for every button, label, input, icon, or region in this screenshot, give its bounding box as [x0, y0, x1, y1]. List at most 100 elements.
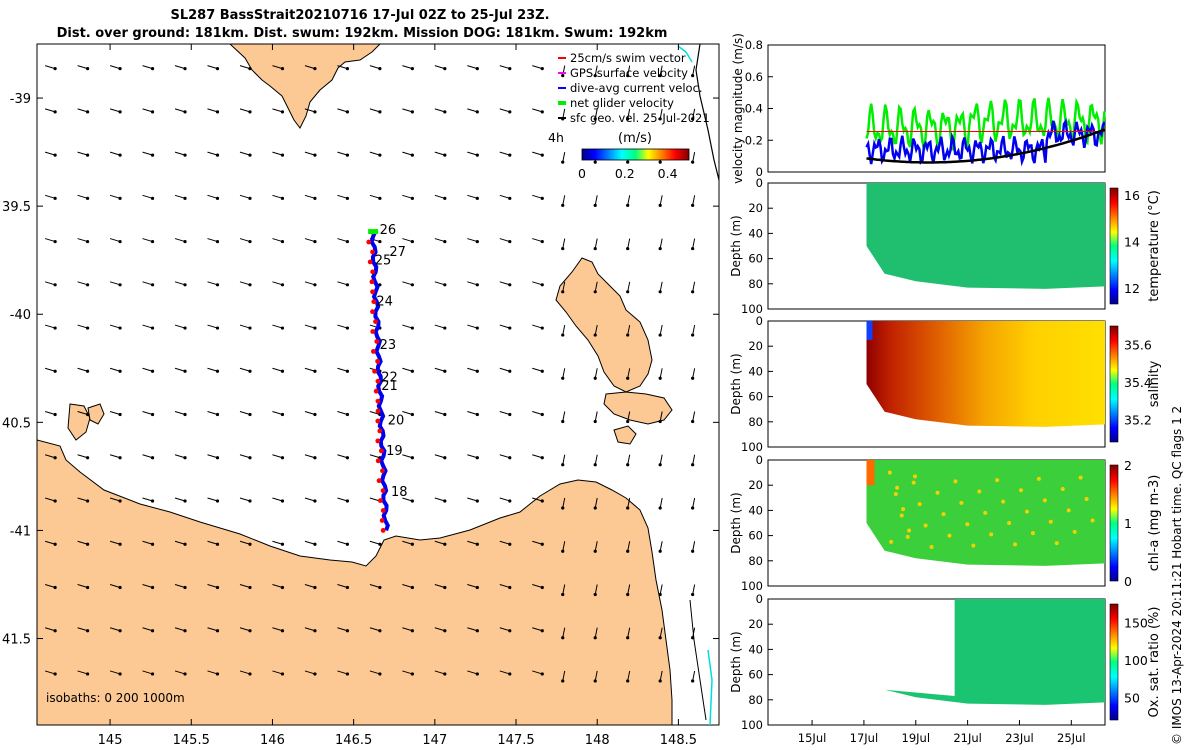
current-vector	[562, 627, 566, 638]
current-vector-head	[475, 196, 479, 200]
current-vector-head	[345, 585, 350, 590]
map-y-tick-label: 41.5	[2, 633, 31, 648]
current-vector-head	[53, 326, 57, 330]
current-vector	[692, 411, 696, 422]
current-vector	[207, 540, 218, 545]
current-vector	[337, 238, 348, 243]
legend-label: net glider velocity	[570, 96, 674, 110]
current-vector	[692, 497, 696, 509]
map-x-tick-label: 146.5	[335, 733, 372, 748]
velocity-y-tick-label: 0.6	[745, 70, 763, 84]
current-vector	[434, 627, 445, 632]
current-vector-head	[443, 412, 447, 417]
current-vector-head	[313, 153, 317, 157]
current-vector-head	[215, 326, 220, 330]
current-vector	[77, 108, 88, 113]
current-vector-head	[378, 239, 382, 244]
current-vector-head	[248, 283, 252, 287]
current-vector-head	[183, 456, 187, 460]
current-vector	[369, 411, 381, 416]
current-vector-head	[540, 67, 544, 71]
current-vector-head	[85, 585, 90, 590]
current-vector	[627, 411, 631, 422]
current-vector-head	[443, 67, 447, 71]
current-vector-head	[150, 153, 155, 157]
current-vector	[337, 367, 348, 372]
current-vector	[44, 367, 56, 372]
current-vector-head	[475, 153, 479, 157]
current-vector	[44, 583, 56, 588]
current-vector-head	[215, 110, 220, 114]
current-vector-head	[658, 679, 662, 683]
current-vector	[402, 411, 413, 416]
current-vector	[402, 151, 413, 156]
day-label: 19	[386, 444, 403, 459]
current-vector	[562, 281, 566, 292]
colorbar-label: (m/s)	[618, 131, 652, 146]
current-vector	[304, 627, 316, 632]
current-vector-head	[150, 67, 155, 71]
current-vector	[304, 194, 316, 199]
current-vector	[142, 151, 153, 156]
current-vector-head	[691, 506, 695, 510]
time-x-tick-label: 23Jul	[1005, 731, 1034, 745]
current-vector-head	[561, 376, 565, 380]
current-vector	[659, 497, 663, 509]
day-label: 21	[381, 379, 398, 394]
current-vector	[239, 497, 251, 502]
current-vector-head	[410, 629, 414, 633]
current-vector-head	[593, 679, 597, 683]
current-vector	[467, 540, 478, 545]
current-vector	[174, 281, 186, 286]
current-vector-head	[378, 196, 382, 200]
current-vector	[627, 108, 631, 119]
current-vector-head	[313, 585, 317, 590]
dive-avg-velocity-series	[865, 117, 1106, 167]
current-vector-head	[248, 629, 252, 633]
current-vector	[77, 324, 88, 329]
current-vector	[692, 541, 696, 552]
current-vector-head	[248, 110, 252, 114]
current-vector-head	[691, 160, 695, 164]
current-vector-head	[248, 412, 252, 417]
current-vector-head	[410, 67, 414, 71]
current-vector-head	[313, 542, 317, 546]
current-vector-head	[280, 629, 285, 633]
current-vector-head	[183, 499, 187, 503]
current-vector-head	[248, 153, 252, 157]
chla-highlight	[935, 490, 940, 495]
current-vector-head	[150, 672, 155, 676]
current-vector	[304, 497, 316, 502]
current-vector	[692, 324, 696, 336]
chla-y-tick-label: 100	[741, 579, 763, 593]
swim-vector-mark	[375, 438, 381, 444]
glider-track	[366, 229, 390, 533]
dive-avg-current-track	[369, 231, 390, 532]
current-vector-head	[183, 629, 187, 633]
current-vector-head	[443, 542, 447, 546]
current-vector	[174, 194, 186, 199]
swim-vector-mark	[377, 428, 383, 434]
current-vector	[369, 627, 381, 632]
chla-colorbar-tick-label: 0	[1124, 574, 1132, 589]
chart-subtitle: Dist. over ground: 181km. Dist. swum: 19…	[56, 26, 668, 41]
current-vector	[174, 583, 186, 588]
current-vector-head	[561, 160, 565, 164]
current-vector	[532, 497, 543, 502]
current-vector-head	[410, 499, 414, 503]
current-vector	[272, 324, 283, 329]
current-vector-head	[53, 629, 57, 633]
current-vector-head	[150, 629, 155, 633]
current-vector	[239, 151, 251, 156]
current-vector	[109, 583, 121, 588]
current-vector	[337, 65, 348, 70]
current-vector-head	[475, 239, 479, 244]
current-vector-head	[626, 419, 630, 424]
current-vector	[402, 367, 413, 372]
current-vector	[594, 454, 598, 465]
current-vector	[627, 584, 631, 595]
current-vector-head	[53, 585, 57, 590]
current-vector	[272, 454, 283, 459]
